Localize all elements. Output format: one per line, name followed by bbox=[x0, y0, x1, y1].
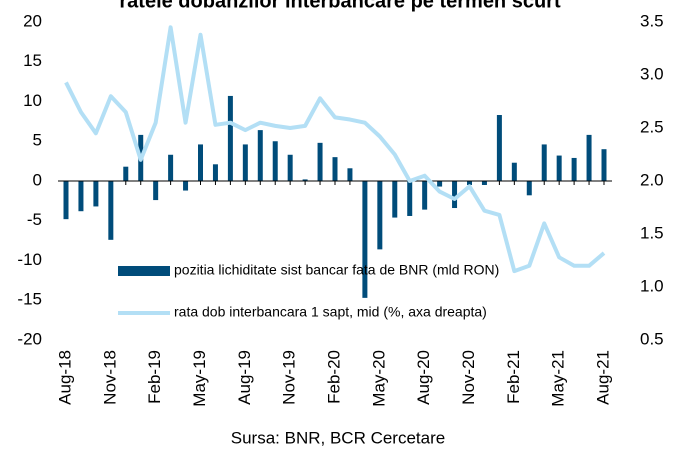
y-tick-label: 5 bbox=[33, 131, 42, 150]
line bbox=[64, 25, 606, 274]
bar bbox=[601, 149, 607, 181]
y2-tick-label: 1.5 bbox=[640, 223, 664, 242]
x-tick-label: May-19 bbox=[190, 350, 209, 407]
bar bbox=[511, 162, 517, 181]
x-tick-label: May-21 bbox=[549, 350, 568, 407]
bar bbox=[153, 181, 159, 201]
x-tick-label: Aug-18 bbox=[55, 350, 74, 405]
legend-swatch bbox=[118, 266, 170, 276]
bar bbox=[212, 164, 218, 181]
legend-label: pozitia lichiditate sist bancar fata de … bbox=[174, 262, 499, 278]
source: Sursa: BNR, BCR Cercetare bbox=[231, 428, 445, 447]
x-tick-label: Nov-18 bbox=[100, 350, 119, 405]
bar bbox=[377, 181, 383, 250]
legend-label: rata dob interbancara 1 sapt, mid (%, ax… bbox=[174, 304, 487, 320]
bar bbox=[257, 130, 263, 181]
x-tick-label: Feb-19 bbox=[145, 350, 164, 404]
x-tick-label: Feb-21 bbox=[504, 350, 523, 404]
bar bbox=[302, 179, 308, 181]
bar bbox=[183, 181, 189, 191]
bar bbox=[556, 155, 562, 181]
y-tick-label: -10 bbox=[17, 250, 42, 269]
x-tick-label: Nov-20 bbox=[459, 350, 478, 405]
bar bbox=[362, 181, 368, 298]
x-tick-label: Aug-19 bbox=[235, 350, 254, 405]
bar bbox=[287, 154, 293, 181]
bar bbox=[526, 181, 532, 196]
y-tick-label: 10 bbox=[23, 91, 42, 110]
bar bbox=[108, 181, 114, 240]
bar bbox=[123, 166, 129, 181]
bar bbox=[93, 181, 99, 207]
x-tick-label: Nov-19 bbox=[280, 350, 299, 405]
y2-tick-label: 2.5 bbox=[640, 117, 664, 136]
y-tick-label: -15 bbox=[17, 290, 42, 309]
bar bbox=[392, 181, 398, 218]
bar bbox=[242, 144, 248, 181]
bar bbox=[452, 181, 458, 209]
bar bbox=[422, 181, 428, 210]
bar bbox=[437, 181, 443, 187]
bar bbox=[586, 134, 592, 181]
y2-tick-label: 3.5 bbox=[640, 11, 664, 30]
y2-tick-label: 0.5 bbox=[640, 329, 664, 348]
y-tick-label: 15 bbox=[23, 51, 42, 70]
bar bbox=[227, 95, 233, 181]
y-tick-label: -5 bbox=[27, 210, 42, 229]
bar bbox=[496, 115, 502, 181]
bar bbox=[541, 144, 547, 181]
bar bbox=[168, 154, 174, 181]
bar bbox=[272, 141, 278, 181]
bar bbox=[467, 181, 472, 185]
bar bbox=[317, 142, 323, 181]
x-tick-label: Aug-20 bbox=[414, 350, 433, 405]
bar bbox=[481, 181, 487, 185]
y-tick-label: 0 bbox=[33, 170, 42, 189]
y-tick-label: -20 bbox=[17, 329, 42, 348]
bar bbox=[63, 181, 69, 220]
y2-tick-label: 2.0 bbox=[640, 170, 664, 189]
bar bbox=[347, 168, 353, 181]
bar bbox=[78, 181, 84, 212]
bar bbox=[198, 144, 203, 181]
bar bbox=[407, 181, 413, 216]
bar bbox=[332, 157, 338, 181]
y2-tick-label: 3.0 bbox=[640, 64, 664, 83]
y-tick-label: 20 bbox=[23, 11, 42, 30]
bar bbox=[571, 157, 577, 181]
x-tick-label: Aug-21 bbox=[593, 350, 612, 405]
y2-tick-label: 1.0 bbox=[640, 276, 664, 295]
chart-title: ratele dobanzilor interbancare pe termen… bbox=[119, 0, 561, 12]
x-tick-label: Feb-20 bbox=[324, 350, 343, 404]
x-tick-label: May-20 bbox=[369, 350, 388, 407]
